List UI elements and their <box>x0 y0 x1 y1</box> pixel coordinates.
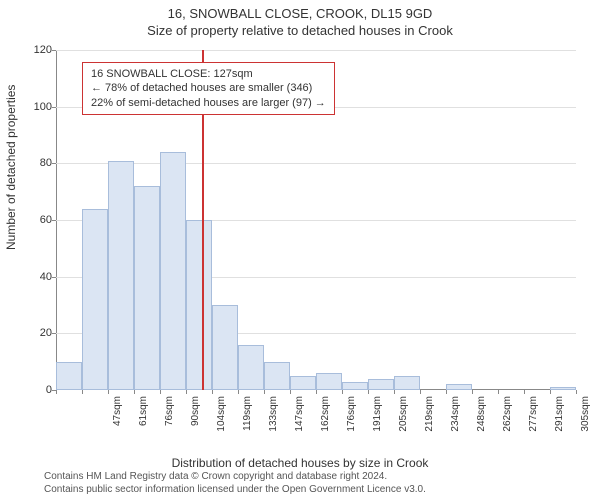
annotation-line: 16 SNOWBALL CLOSE: 127sqm <box>91 67 326 81</box>
histogram-bar <box>82 209 108 390</box>
y-tick-label: 60 <box>22 214 52 226</box>
y-tick-label: 0 <box>22 384 52 396</box>
x-tick-label: 76sqm <box>164 396 175 456</box>
x-tick-mark <box>498 390 499 394</box>
x-tick-label: 248sqm <box>476 396 487 456</box>
x-tick-mark <box>472 390 473 394</box>
x-axis-label: Distribution of detached houses by size … <box>0 456 600 470</box>
x-tick-mark <box>576 390 577 394</box>
x-tick-label: 291sqm <box>554 396 565 456</box>
histogram-bar <box>108 161 134 391</box>
x-tick-label: 47sqm <box>112 396 123 456</box>
x-tick-mark <box>290 390 291 394</box>
x-tick-mark <box>264 390 265 394</box>
grid-line <box>56 163 576 164</box>
x-tick-mark <box>342 390 343 394</box>
plot-area: 16 SNOWBALL CLOSE: 127sqm← 78% of detach… <box>56 50 576 390</box>
x-tick-label: 191sqm <box>372 396 383 456</box>
histogram-bar <box>186 220 212 390</box>
x-tick-mark <box>160 390 161 394</box>
y-tick-label: 40 <box>22 271 52 283</box>
annotation-box: 16 SNOWBALL CLOSE: 127sqm← 78% of detach… <box>82 62 335 115</box>
histogram-bar <box>238 345 264 390</box>
histogram-bar <box>160 152 186 390</box>
y-tick-mark <box>52 50 56 51</box>
histogram-bar <box>550 387 576 390</box>
x-tick-mark <box>134 390 135 394</box>
histogram-bar <box>368 379 394 390</box>
x-tick-mark <box>316 390 317 394</box>
chart-title-main: 16, SNOWBALL CLOSE, CROOK, DL15 9GD <box>0 0 600 21</box>
x-tick-label: 61sqm <box>138 396 149 456</box>
y-tick-label: 100 <box>22 101 52 113</box>
x-tick-label: 90sqm <box>190 396 201 456</box>
histogram-bar <box>316 373 342 390</box>
x-tick-label: 262sqm <box>502 396 513 456</box>
histogram-bar <box>56 362 82 390</box>
histogram-bar <box>290 376 316 390</box>
x-tick-mark <box>186 390 187 394</box>
histogram-bar <box>264 362 290 390</box>
x-tick-mark <box>82 390 83 394</box>
chart-title-sub: Size of property relative to detached ho… <box>0 21 600 38</box>
x-tick-label: 133sqm <box>268 396 279 456</box>
annotation-line: 22% of semi-detached houses are larger (… <box>91 96 326 110</box>
histogram-bar <box>446 384 472 390</box>
x-tick-mark <box>56 390 57 394</box>
x-tick-mark <box>108 390 109 394</box>
x-tick-label: 162sqm <box>320 396 331 456</box>
x-tick-mark <box>524 390 525 394</box>
grid-line <box>56 50 576 51</box>
y-tick-mark <box>52 220 56 221</box>
x-tick-mark <box>238 390 239 394</box>
y-tick-label: 80 <box>22 157 52 169</box>
x-tick-label: 219sqm <box>424 396 435 456</box>
x-tick-mark <box>368 390 369 394</box>
chart-container: 16, SNOWBALL CLOSE, CROOK, DL15 9GD Size… <box>0 0 600 500</box>
x-tick-mark <box>212 390 213 394</box>
annotation-line: ← 78% of detached houses are smaller (34… <box>91 81 326 95</box>
x-tick-label: 234sqm <box>450 396 461 456</box>
x-tick-mark <box>550 390 551 394</box>
x-tick-label: 205sqm <box>398 396 409 456</box>
x-tick-label: 277sqm <box>528 396 539 456</box>
x-tick-label: 176sqm <box>346 396 357 456</box>
histogram-bar <box>342 382 368 391</box>
x-tick-label: 147sqm <box>294 396 305 456</box>
y-tick-mark <box>52 107 56 108</box>
x-tick-label: 305sqm <box>580 396 591 456</box>
y-tick-label: 20 <box>22 327 52 339</box>
x-tick-mark <box>394 390 395 394</box>
x-tick-label: 104sqm <box>216 396 227 456</box>
y-tick-mark <box>52 333 56 334</box>
y-tick-mark <box>52 163 56 164</box>
y-axis-label: Number of detached properties <box>4 85 18 250</box>
x-tick-mark <box>420 390 421 394</box>
footer-line2: Contains public sector information licen… <box>44 484 600 497</box>
x-tick-label: 119sqm <box>242 396 253 456</box>
y-tick-label: 120 <box>22 44 52 56</box>
x-tick-mark <box>446 390 447 394</box>
histogram-bar <box>212 305 238 390</box>
footer-line1: Contains HM Land Registry data © Crown c… <box>44 471 600 484</box>
histogram-bar <box>394 376 420 390</box>
histogram-bar <box>134 186 160 390</box>
y-tick-mark <box>52 277 56 278</box>
footer-attribution: Contains HM Land Registry data © Crown c… <box>0 471 600 496</box>
